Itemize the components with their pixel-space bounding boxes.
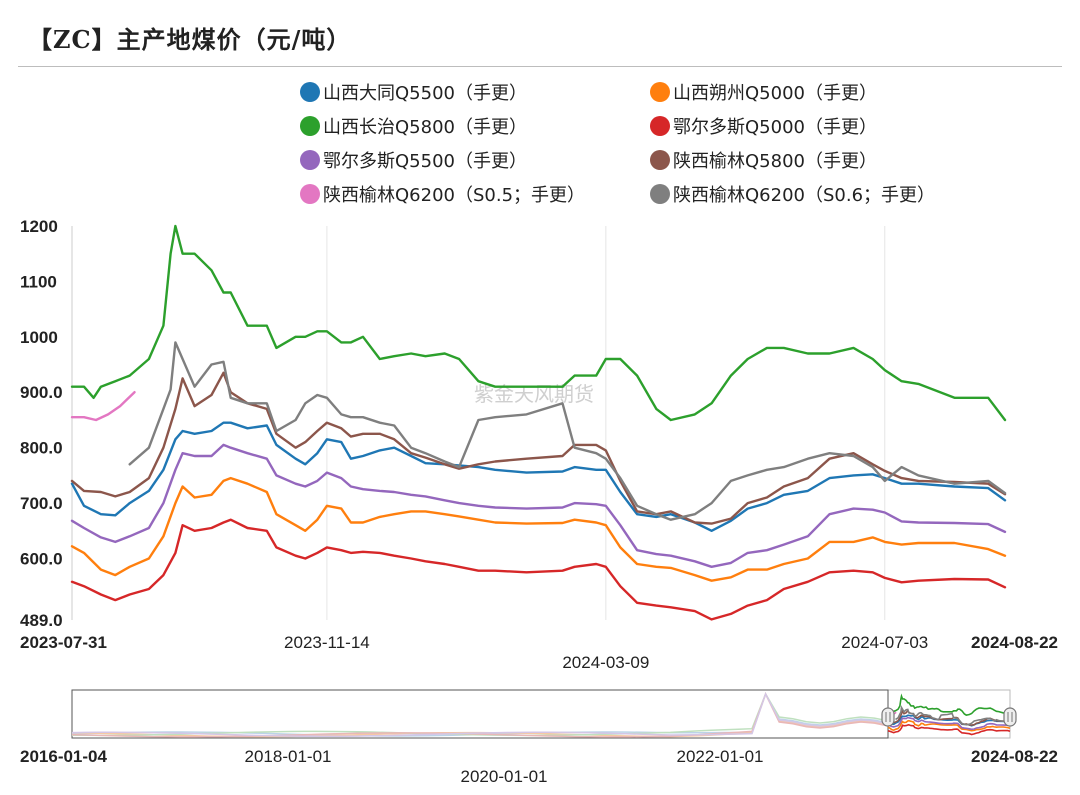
legend-label: 山西大同Q5500（手更）: [323, 83, 527, 104]
series-line: [70, 476, 1007, 582]
navigator-series-line: [888, 693, 1011, 716]
x-tick-label: 2024-03-09: [562, 653, 649, 672]
range-navigator: 2016-01-04 2018-01-01 2020-01-01 2022-01-01…: [20, 689, 1058, 786]
navigator-tick-label: 2016-01-04: [20, 747, 108, 766]
x-tick-label: 2024-08-22: [971, 633, 1058, 652]
legend-label: 山西长治Q5800（手更）: [323, 117, 527, 138]
navigator-frame: [71, 689, 1011, 739]
y-tick-label: 900.0: [20, 383, 63, 402]
legend-marker: [300, 184, 320, 204]
legend-label: 鄂尔多斯Q5000（手更）: [673, 117, 877, 138]
legend-marker: [300, 150, 320, 170]
x-tick-label: 2023-07-31: [20, 633, 107, 652]
chart-title: 【ZC】主产地煤价（元/吨）: [28, 25, 352, 54]
title-divider: [18, 66, 1062, 67]
navigator-series-line: [887, 716, 1011, 731]
series-lines: [70, 224, 1007, 621]
series-line: [128, 341, 1007, 521]
legend-label: 陕西榆林Q6200（S0.5；手更）: [323, 185, 586, 206]
y-tick-label: 800.0: [20, 439, 63, 458]
navigator-series-line: [887, 719, 1011, 732]
legend-item[interactable]: 山西大同Q5500（手更）: [300, 80, 527, 108]
navigator-tick-label: 2020-01-01: [461, 767, 548, 786]
navigator-series-line: [887, 714, 1011, 727]
legend-label: 山西朔州Q5000（手更）: [673, 83, 877, 104]
series-line: [70, 391, 136, 422]
vertical-grid: [326, 226, 886, 620]
legend-marker: [300, 82, 320, 102]
legend-marker: [650, 150, 670, 170]
legend-label: 陕西榆林Q5800（手更）: [673, 151, 877, 172]
navigator-tick-label: 2024-08-22: [971, 747, 1058, 766]
y-tick-label: 1000: [20, 328, 58, 347]
navigator-handle[interactable]: [1003, 707, 1017, 727]
navigator-series-line: [888, 711, 897, 716]
y-tick-label: 1100: [20, 272, 57, 291]
navigator-handle[interactable]: [881, 707, 895, 727]
x-tick-label: 2023-11-14: [284, 633, 370, 652]
legend-item[interactable]: 陕西榆林Q6200（S0.6；手更）: [650, 182, 935, 210]
y-tick-label: 600.0: [20, 549, 63, 568]
navigator-overview-line: [71, 692, 889, 738]
navigator-overview-line: [71, 692, 889, 737]
legend-marker: [650, 184, 670, 204]
navigator-overview-line: [71, 692, 889, 738]
legend-label: 陕西榆林Q6200（S0.6；手更）: [673, 185, 936, 206]
y-tick-label: 700.0: [20, 494, 63, 513]
legend-item[interactable]: 陕西榆林Q5800（手更）: [650, 148, 877, 176]
series-line: [70, 421, 1007, 532]
navigator-unselected-range: [71, 689, 889, 739]
legend-item[interactable]: 山西朔州Q5000（手更）: [650, 80, 877, 108]
y-tick-label: 489.0: [20, 611, 63, 630]
legend-item[interactable]: 鄂尔多斯Q5500（手更）: [300, 148, 527, 176]
navigator-overview-line: [71, 692, 889, 737]
navigator-series-line: [887, 708, 1011, 726]
x-tick-label: 2024-07-03: [841, 633, 928, 652]
legend-marker: [300, 116, 320, 136]
navigator-overview-line: [71, 692, 889, 738]
y-axis: 1200 1100 1000 900.0 800.0 700.0 600.0 489.0: [20, 217, 73, 630]
legend-item[interactable]: 鄂尔多斯Q5000（手更）: [650, 114, 877, 142]
legend-item[interactable]: 山西长治Q5800（手更）: [300, 114, 527, 142]
legend-label: 鄂尔多斯Q5500（手更）: [323, 151, 527, 172]
x-axis: 2023-07-31 2023-11-14 2024-03-09 2024-07-03…: [20, 633, 1058, 672]
legend-marker: [650, 82, 670, 102]
legend-marker: [650, 116, 670, 136]
legend-item[interactable]: 陕西榆林Q6200（S0.5；手更）: [300, 182, 585, 210]
navigator-tick-label: 2018-01-01: [245, 747, 332, 766]
watermark-text: 紫金天风期货: [474, 382, 594, 406]
navigator-series-line: [895, 705, 1011, 726]
navigator-tick-label: 2022-01-01: [677, 747, 764, 766]
navigator-series-line: [887, 723, 1011, 736]
y-tick-label: 1200: [20, 217, 58, 236]
series-line: [70, 443, 1007, 568]
series-line: [70, 518, 1007, 621]
